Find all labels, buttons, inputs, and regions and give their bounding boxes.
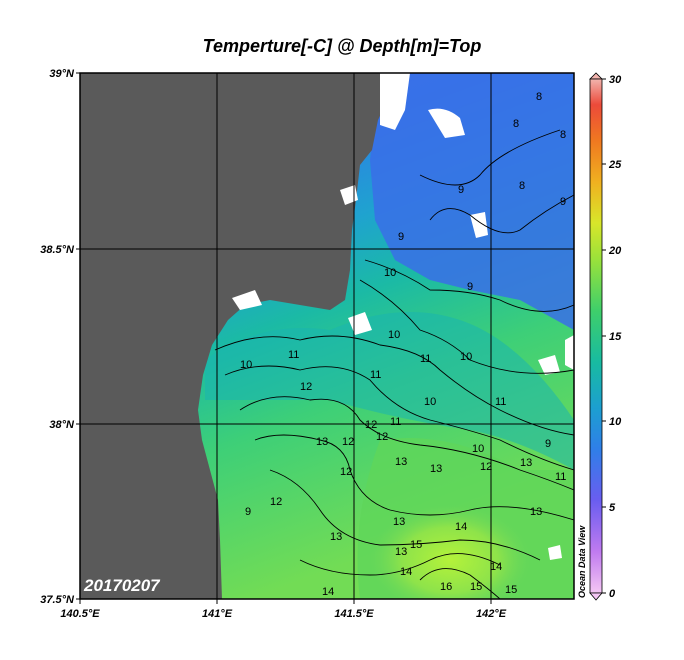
nodata-patch [380, 73, 410, 130]
contour-label: 13 [530, 506, 542, 518]
nodata-patch [548, 545, 562, 560]
contour-label: 16 [440, 581, 452, 593]
axis-ticks [76, 72, 492, 604]
contour-label: 14 [455, 521, 467, 533]
contour-label: 14 [400, 566, 412, 578]
contour-label: 11 [555, 471, 566, 483]
contour-label: 10 [460, 351, 472, 363]
contour-label: 10 [424, 396, 436, 408]
contour-label: 11 [495, 396, 506, 408]
contour-label: 10 [384, 267, 396, 279]
nodata-patch [538, 355, 560, 375]
contour-label: 12 [376, 431, 388, 443]
contour-label: 12 [340, 466, 352, 478]
lon-label: 141.5°E [334, 608, 374, 620]
contour-label: 9 [467, 281, 473, 293]
map-field: 8 8 8 8 9 9 9 10 10 10 10 10 11 11 11 11… [80, 73, 574, 599]
warm-core [370, 505, 530, 599]
colorbar-tick: 25 [608, 159, 622, 171]
lon-label: 140.5°E [60, 608, 100, 620]
nodata-patch [232, 290, 262, 310]
contour-label: 8 [560, 129, 566, 141]
contour-label: 13 [520, 457, 532, 469]
colorbar-tick: 0 [609, 588, 616, 600]
colorbar-tick: 30 [609, 74, 622, 86]
map-frame [79, 72, 575, 600]
contour-label: 13 [393, 516, 405, 528]
contour-label: 13 [316, 436, 328, 448]
contour-label: 13 [395, 456, 407, 468]
lon-label: 141°E [202, 608, 233, 620]
land-mass [80, 73, 390, 599]
contour-label: 12 [270, 496, 282, 508]
colorbar-tick: 10 [609, 416, 622, 428]
colorbar-top-arrow [589, 72, 603, 80]
lat-label: 39°N [49, 68, 75, 80]
contour-label: 9 [398, 231, 404, 243]
contour-label-group: 8 8 8 8 9 9 9 10 10 10 10 10 11 11 11 11… [240, 91, 566, 598]
contour-label: 12 [365, 419, 377, 431]
contour-label: 9 [560, 196, 566, 208]
lat-label: 38°N [49, 419, 75, 431]
contour-label: 8 [513, 118, 519, 130]
odv-watermark: Ocean Data View [577, 525, 587, 598]
contour-label: 15 [505, 584, 517, 596]
contour-label: 9 [545, 438, 551, 450]
colorbar-tick: 15 [609, 331, 622, 343]
nodata-patch [428, 108, 465, 138]
contour-label: 13 [430, 463, 442, 475]
colorbar: 30 25 20 15 10 5 0 [589, 72, 622, 601]
contour-label: 10 [388, 329, 400, 341]
contour-label: 10 [240, 359, 252, 371]
contour-label: 13 [395, 546, 407, 558]
contour-label: 15 [470, 581, 482, 593]
contour-label: 10 [472, 443, 484, 455]
colorbar-tick: 20 [608, 245, 622, 257]
lat-label: 37.5°N [40, 594, 75, 606]
nodata-patch [565, 335, 574, 370]
mid-water-band [205, 312, 574, 470]
contour-label: 8 [519, 180, 525, 192]
contour-label: 12 [300, 381, 312, 393]
contour-label: 9 [458, 184, 464, 196]
map-title: Temperture[-C] @ Depth[m]=Top [202, 36, 482, 56]
contour-label: 13 [330, 531, 342, 543]
contour-label: 12 [480, 461, 492, 473]
contour-label: 11 [390, 416, 401, 428]
contour-label: 11 [288, 349, 299, 361]
colorbar-tick: 5 [609, 502, 616, 514]
contour-label: 11 [370, 369, 381, 381]
contour-label: 9 [245, 506, 251, 518]
contour-label: 12 [342, 436, 354, 448]
cold-water-region [370, 73, 574, 330]
contour-label: 15 [410, 539, 422, 551]
contour-label: 14 [490, 561, 502, 573]
contour-label: 8 [536, 91, 542, 103]
lon-label: 142°E [476, 608, 507, 620]
contour-label: 14 [322, 586, 334, 598]
contour-label: 11 [420, 353, 431, 365]
colorbar-bottom-arrow [589, 592, 603, 601]
lat-label: 38.5°N [40, 244, 75, 256]
colorbar-scale [589, 78, 603, 594]
date-stamp: 20170207 [83, 576, 161, 595]
graticule [80, 73, 574, 599]
